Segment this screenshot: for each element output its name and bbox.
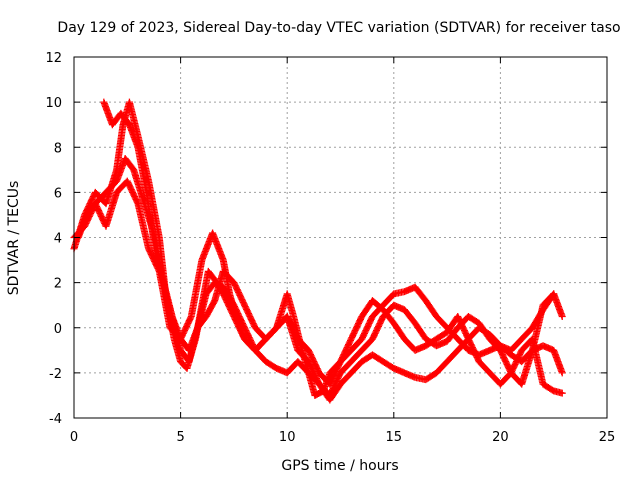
x-tick-labels: 0 5 10 15 20 25 [70, 430, 615, 445]
y-tick-label: 2 [54, 277, 62, 292]
x-axis-label: GPS time / hours [281, 458, 398, 474]
data-points [70, 98, 566, 404]
y-tick-label: 0 [54, 322, 62, 337]
x-tick-label: 20 [492, 430, 509, 445]
y-tick-label: -4 [49, 412, 62, 427]
x-tick-label: 15 [386, 430, 403, 445]
y-tick-label: 4 [54, 232, 62, 247]
data-point [558, 369, 566, 377]
y-tick-labels: -4 -2 0 2 4 6 8 10 12 [45, 51, 62, 427]
y-axis-label: SDTVAR / TECUs [6, 181, 22, 296]
y-tick-label: 6 [54, 186, 62, 201]
y-tick-label: -2 [49, 367, 62, 382]
data-point [550, 290, 558, 298]
x-tick-label: 0 [70, 430, 78, 445]
x-tick-label: 25 [599, 430, 616, 445]
y-tick-label: 8 [54, 141, 62, 156]
x-tick-label: 10 [279, 430, 296, 445]
x-tick-label: 5 [176, 430, 184, 445]
series-4 [100, 98, 566, 397]
axis-ticks [73, 56, 608, 419]
data-point [558, 389, 566, 397]
y-tick-label: 12 [45, 51, 62, 66]
data-point [558, 312, 566, 320]
series-1 [70, 98, 566, 399]
data-point [549, 291, 557, 299]
y-tick-label: 10 [45, 96, 62, 111]
chart-title: Day 129 of 2023, Sidereal Day-to-day VTE… [57, 20, 620, 36]
